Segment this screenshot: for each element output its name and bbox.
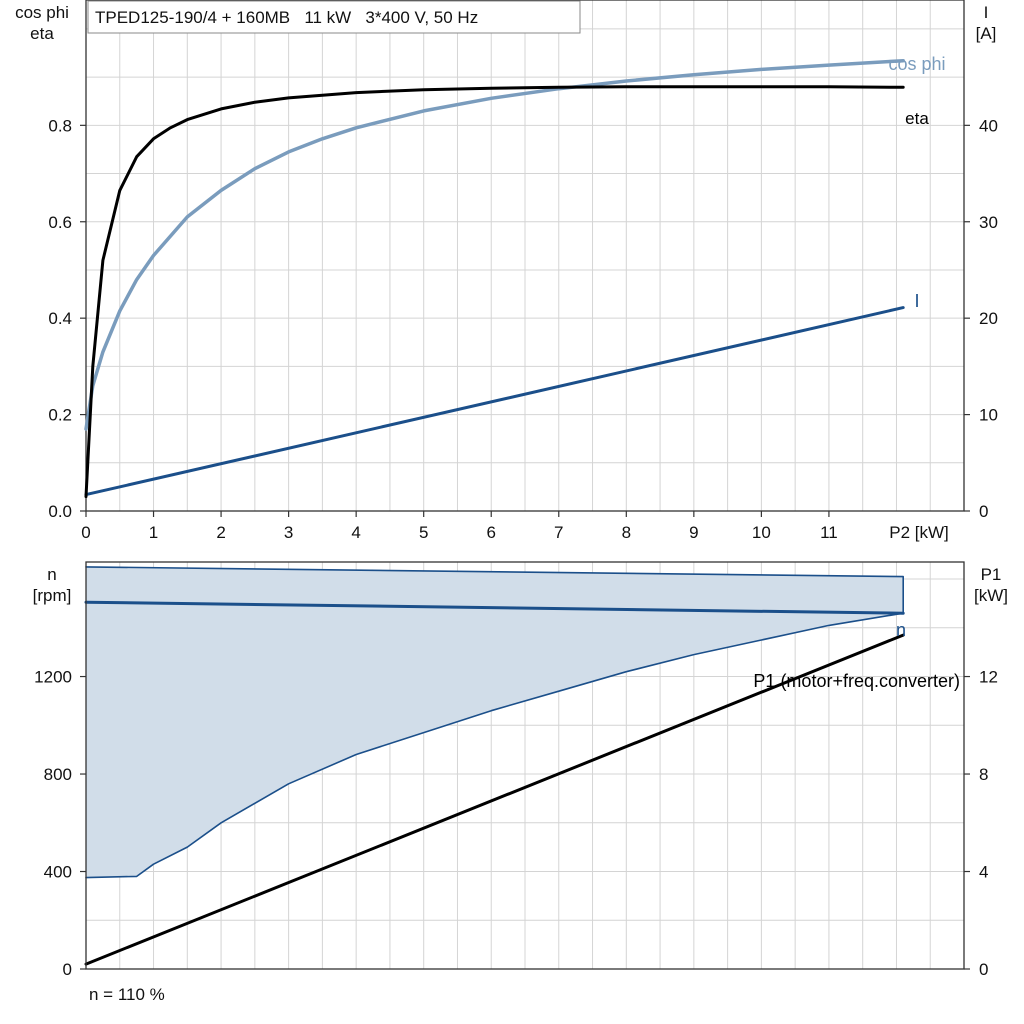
operating-range-upper-edge	[85, 566, 905, 578]
y-right-tick-label: 10	[979, 406, 998, 425]
y-right-tick-label: 4	[979, 863, 988, 882]
y-tick-label: 800	[44, 765, 72, 784]
x-tick-label: 9	[689, 523, 698, 542]
y-tick-label: 0.2	[48, 406, 72, 425]
x-tick-label: 1	[149, 523, 158, 542]
plot-frame-bottom	[85, 561, 965, 970]
speed-footnote: n = 110 %	[89, 985, 165, 1004]
series-label-current: I	[914, 291, 919, 311]
series-label-speed: n	[896, 620, 906, 640]
y-axis-label-left: cos phi eta	[15, 3, 69, 43]
y-right-tick-label: 20	[979, 309, 998, 328]
y-axis-label-right-bottom: P1 [kW]	[974, 565, 1008, 605]
y-right-tick-label: 0	[979, 960, 988, 979]
y-tick-label: 0.0	[48, 502, 72, 521]
y-tick-label: 400	[44, 863, 72, 882]
plot-frame-top	[85, 0, 965, 512]
y-right-tick-label: 12	[979, 668, 998, 687]
y-tick-label: 0.6	[48, 213, 72, 232]
x-tick-label: 5	[419, 523, 428, 542]
y-tick-label: 0.8	[48, 116, 72, 135]
x-tick-label: 0	[81, 523, 90, 542]
y-tick-label: 0	[63, 960, 72, 979]
y-tick-label: 0.4	[48, 309, 72, 328]
y-right-tick-label: 30	[979, 213, 998, 232]
y-tick-label: 1200	[34, 668, 72, 687]
x-axis-label: P2 [kW]	[889, 523, 949, 542]
chart-title: TPED125-190/4 + 160MB 11 kW 3*400 V, 50 …	[95, 8, 478, 27]
x-tick-label: 2	[216, 523, 225, 542]
y-right-tick-label: 0	[979, 502, 988, 521]
series-label-eta: eta	[905, 109, 929, 128]
x-tick-label: 3	[284, 523, 293, 542]
series-line-current	[84, 306, 905, 497]
y-right-tick-label: 8	[979, 765, 988, 784]
series-line-eta	[84, 85, 905, 498]
series-label-cos-phi: cos phi	[888, 54, 945, 74]
title-box	[87, 0, 581, 34]
series-line-speed	[84, 600, 905, 615]
x-tick-label: 8	[622, 523, 631, 542]
x-tick-label: 11	[820, 523, 838, 542]
series-line-cos-phi	[84, 58, 905, 431]
y-right-tick-label: 40	[979, 116, 998, 135]
operating-range-area	[86, 566, 904, 878]
y-axis-label-right: I [A]	[976, 3, 997, 43]
x-tick-label: 10	[752, 523, 771, 542]
series-line-input-power	[84, 633, 905, 966]
x-tick-label: 7	[554, 523, 563, 542]
x-tick-label: 6	[486, 523, 495, 542]
operating-range-lower-edge	[85, 612, 905, 879]
y-axis-label-left-bottom: n [rpm]	[33, 565, 72, 605]
x-tick-label: 4	[351, 523, 360, 542]
series-label-input-power: P1 (motor+freq.converter)	[753, 671, 960, 691]
